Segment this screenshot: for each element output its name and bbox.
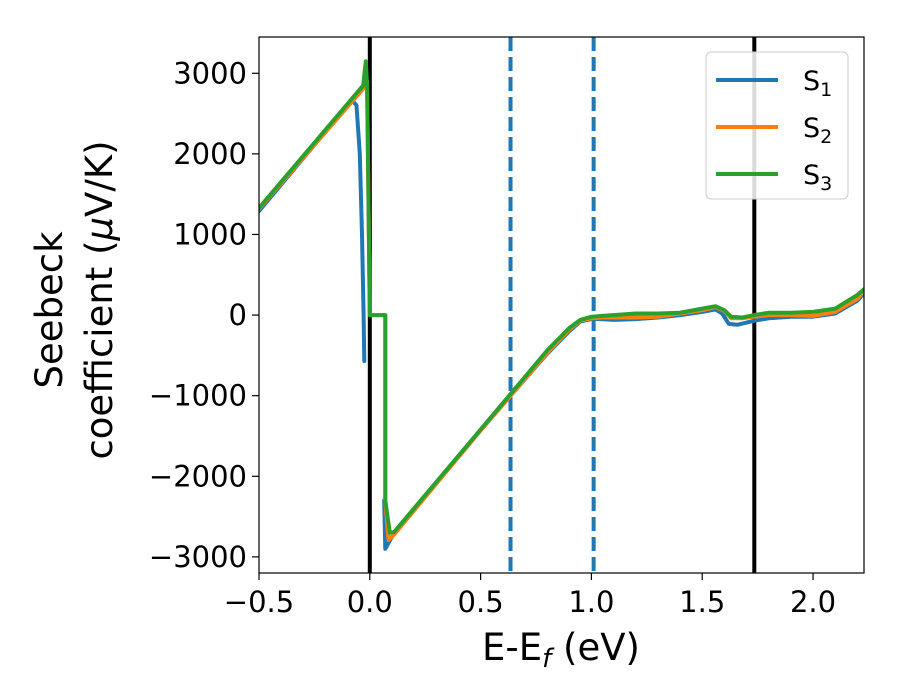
y-tick-label: 2000 <box>173 137 247 171</box>
x-tick-label: 1.0 <box>568 585 614 619</box>
legend: S1 S2 S3 <box>705 51 849 200</box>
x-tick-label: 2.0 <box>790 585 836 619</box>
plot-frame <box>258 36 865 574</box>
x-axis-label: E-Ef (eV) <box>482 626 640 674</box>
y-axis-label-line2: coefficient (μV/K) <box>78 140 121 459</box>
x-tick-label: 0.0 <box>347 585 393 619</box>
y-axis-ticks: −3000 −2000 −1000 0 1000 2000 3000 <box>149 56 259 574</box>
legend-label-s1: S1 <box>803 66 832 101</box>
x-tick-label: 1.5 <box>679 585 725 619</box>
y-tick-label: −1000 <box>149 379 247 413</box>
y-tick-label: 1000 <box>173 217 247 251</box>
y-tick-label: 3000 <box>173 56 247 90</box>
series-lines <box>259 59 864 551</box>
y-tick-label: −2000 <box>149 459 247 493</box>
x-axis-ticks: −0.5 0.0 0.5 1.0 1.5 2.0 <box>224 573 836 619</box>
legend-label-s2: S2 <box>803 113 832 148</box>
y-tick-label: 0 <box>229 298 247 332</box>
series-line-s3-seg-0 <box>259 59 864 535</box>
y-axis-label-line1: Seebeck <box>28 231 71 389</box>
series-line-s1-seg-0 <box>259 97 367 363</box>
y-tick-label: −3000 <box>149 540 247 574</box>
legend-label-s3: S3 <box>803 160 832 195</box>
x-tick-label: 0.5 <box>458 585 504 619</box>
x-tick-label: −0.5 <box>224 585 294 619</box>
series-line-s1-seg-1 <box>382 291 864 551</box>
